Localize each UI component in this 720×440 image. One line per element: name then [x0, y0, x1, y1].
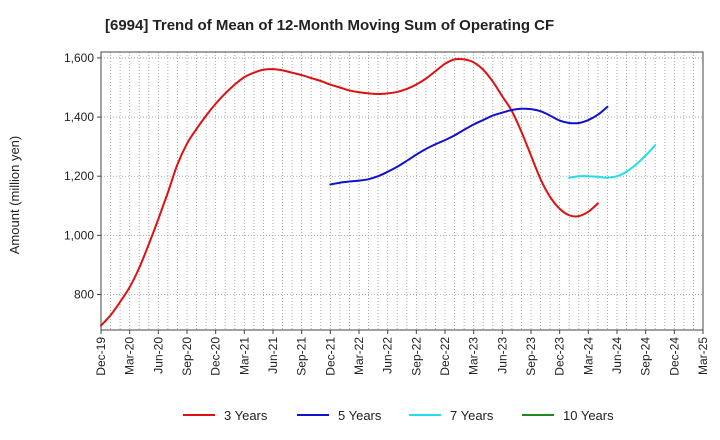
legend-label: 3 Years [224, 408, 268, 423]
y-tick-label: 1,000 [64, 228, 94, 242]
x-tick-label: Dec-22 [438, 337, 452, 376]
x-tick-label: Sep-23 [524, 337, 538, 376]
grid [101, 52, 703, 330]
legend-label: 10 Years [563, 408, 614, 423]
x-tick-label: Mar-25 [696, 337, 710, 375]
legend-label: 5 Years [338, 408, 382, 423]
x-tick-label: Jun-24 [610, 337, 624, 374]
y-tick-label: 1,200 [64, 169, 94, 183]
x-tick-label: Dec-20 [209, 337, 223, 376]
x-tick-label: Sep-20 [180, 337, 194, 376]
series-group [100, 57, 657, 327]
x-tick-label: Jun-21 [266, 337, 280, 374]
x-tick-label: Sep-24 [639, 337, 653, 376]
x-tick-label: Sep-21 [295, 337, 309, 376]
x-tick-label: Jun-22 [381, 337, 395, 374]
x-tick-label: Dec-23 [553, 337, 567, 376]
x-tick-label: Mar-20 [123, 337, 137, 375]
y-axis-label: Amount (million yen) [7, 136, 22, 255]
x-tick-label: Mar-21 [237, 337, 251, 375]
plot-area [100, 51, 704, 331]
x-tick-label: Jun-23 [495, 337, 509, 374]
chart-title: [6994] Trend of Mean of 12-Month Moving … [105, 17, 554, 34]
x-tick-label: Dec-19 [94, 337, 108, 376]
series-line-3-years [100, 57, 599, 327]
series-line-5-years [329, 105, 609, 186]
y-tick-label: 800 [74, 288, 94, 302]
x-tick-label: Dec-24 [667, 337, 681, 376]
series-line-7-years [568, 144, 657, 179]
x-axis: Dec-19 Mar-20 Jun-20 Sep-20 Dec-20 Mar-21 Jun-… [94, 330, 710, 376]
x-tick-label: Sep-22 [409, 337, 423, 376]
x-tick-label: Jun-20 [151, 337, 165, 374]
x-tick-label: Dec-21 [323, 337, 337, 376]
y-tick-label: 1,400 [64, 110, 94, 124]
y-axis: 800 1,000 1,200 1,400 1,600 [64, 51, 101, 302]
x-tick-label: Mar-23 [467, 337, 481, 375]
y-tick-label: 1,600 [64, 51, 94, 65]
legend-label: 7 Years [450, 408, 494, 423]
x-tick-label: Mar-24 [581, 337, 595, 375]
legend: 3 Years 5 Years 7 Years 10 Years [183, 408, 614, 423]
x-tick-label: Mar-22 [352, 337, 366, 375]
